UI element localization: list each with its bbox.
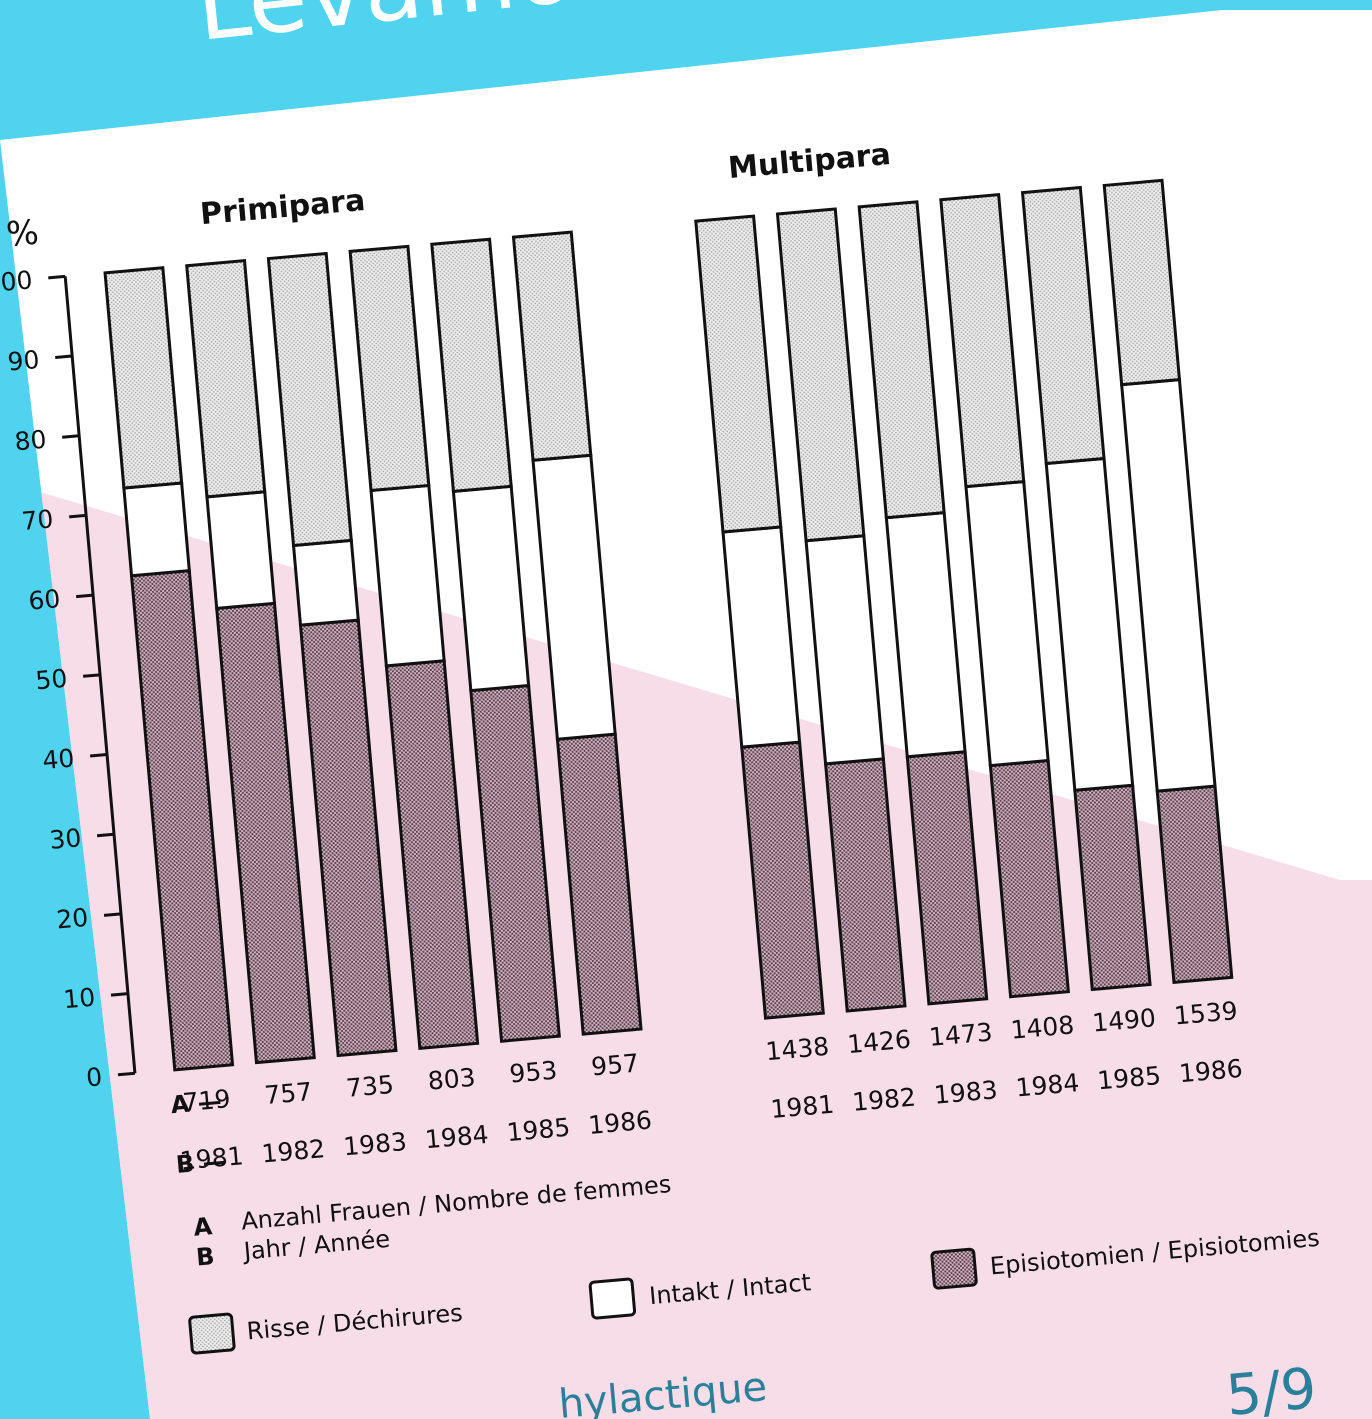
bar-count-label: 1408 [1009, 1010, 1075, 1044]
y-tick-mark [62, 434, 80, 439]
bar-segment-tears [266, 251, 353, 548]
bar-count-label: 953 [508, 1056, 558, 1089]
bar-count-label: 957 [590, 1048, 640, 1081]
y-axis: 0 10 20 30 40 50 60 70 80 90 100 [0, 265, 137, 1093]
bar-segment-tears [348, 244, 431, 493]
bar-count-label: 1473 [928, 1017, 994, 1051]
y-tick-mark [117, 1071, 136, 1077]
y-tick-label: 80 [13, 425, 47, 457]
legend-swatch-episiotomies [930, 1247, 978, 1290]
bar-segment-tears [511, 230, 593, 462]
y-tick-mark [48, 274, 66, 280]
y-tick-label: 30 [48, 823, 82, 855]
bar-segment-tears [694, 214, 783, 534]
y-tick-label: 90 [6, 345, 40, 377]
bar-year-label: 1982 [851, 1082, 917, 1116]
header-fragment: Levamos [191, 0, 629, 63]
bar-year-label: 1981 [179, 1141, 245, 1175]
bar-count-label: 719 [182, 1084, 232, 1117]
bar-count-label: 1539 [1173, 996, 1239, 1030]
key-letter-a: A [192, 1212, 213, 1242]
bar-labels-layer: 719 1981 757 1982 735 1983 803 1984 953 1985 957 19… [179, 996, 1244, 1176]
bar-segment-intact [291, 538, 360, 627]
bar-count-label: 757 [263, 1077, 313, 1110]
y-tick-mark [89, 753, 108, 758]
y-tick-label: 20 [55, 903, 89, 935]
y-tick-label: 50 [34, 664, 68, 696]
bar-year-label: 1981 [769, 1090, 835, 1124]
y-tick-mark [103, 912, 122, 917]
bar-count-label: 1438 [764, 1032, 830, 1066]
y-tick-label: 60 [27, 584, 61, 616]
bar-year-label: 1986 [1178, 1054, 1244, 1088]
bar-year-label: 1985 [1096, 1061, 1162, 1095]
row-label-a: A — [170, 1087, 223, 1119]
bar-count-label: 735 [345, 1070, 395, 1103]
bar-segment-tears [1102, 178, 1182, 387]
key-letter-b: B [195, 1242, 216, 1271]
bar-year-label: 1985 [505, 1113, 571, 1147]
bar-segment-tears [103, 266, 184, 490]
row-label-b: B — [175, 1147, 228, 1179]
y-tick-mark [69, 513, 87, 519]
bar-segment-tears [1020, 185, 1106, 466]
y-tick-label: 100 [0, 265, 34, 298]
bar-count-label: 1490 [1091, 1003, 1157, 1037]
bar-year-label: 1982 [260, 1134, 326, 1168]
y-tick-mark [96, 832, 115, 838]
bar-count-label: 1426 [846, 1025, 912, 1059]
y-tick-mark [55, 354, 73, 360]
bar-year-label: 1983 [933, 1075, 999, 1109]
y-tick-label: 10 [62, 983, 96, 1015]
y-tick-mark [110, 992, 129, 997]
y-tick-mark [82, 673, 101, 678]
bar-year-label: 1986 [587, 1105, 653, 1139]
bar-segment-tears [185, 259, 267, 499]
bar-segment-intact [205, 490, 277, 611]
bar-segment-tears [430, 237, 513, 493]
bar-segment-intact [122, 481, 191, 578]
y-tick-label: 0 [85, 1062, 103, 1092]
bar-year-label: 1984 [1014, 1068, 1080, 1102]
footer-right-text: 5/9 [1224, 1356, 1319, 1419]
bar-segment-tears [857, 200, 946, 520]
bar-year-label: 1983 [342, 1127, 408, 1161]
y-tick-label: 40 [41, 743, 75, 775]
y-unit-label: % [5, 213, 41, 256]
legend-swatch-tears [188, 1312, 236, 1355]
bar-year-label: 1984 [424, 1120, 490, 1154]
bar-count-label: 803 [427, 1063, 477, 1096]
bars-layer [103, 178, 1234, 1072]
legend-swatch-intact [588, 1277, 637, 1320]
bar-segment-tears [939, 193, 1026, 489]
y-tick-mark [76, 593, 94, 599]
bar-segment-tears [775, 207, 866, 543]
y-tick-label: 70 [20, 504, 54, 536]
